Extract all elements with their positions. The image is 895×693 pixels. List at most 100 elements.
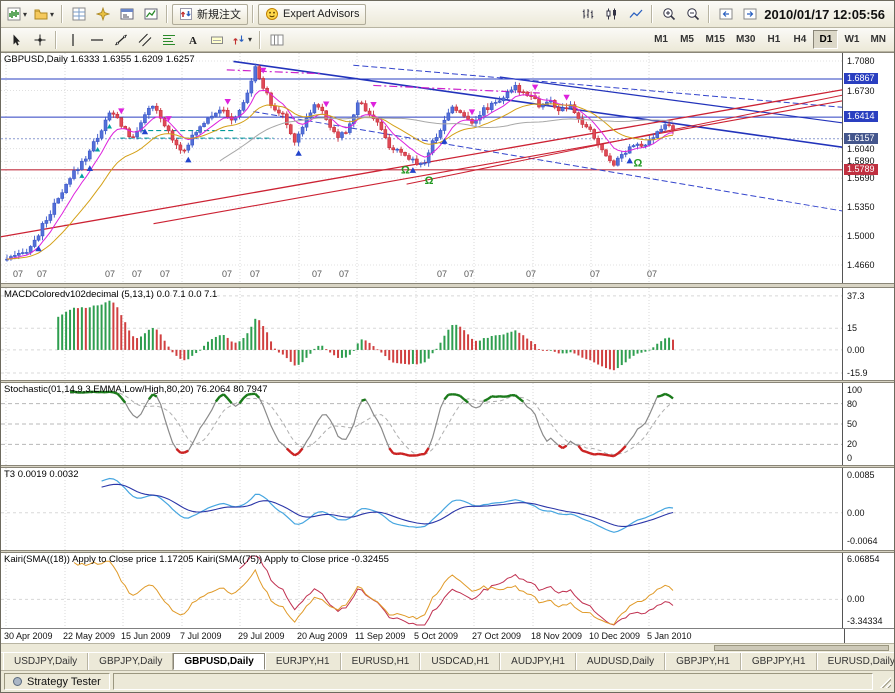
indicator-axis[interactable]: 0.0085 0.00 -0.0064	[842, 468, 894, 550]
chart-tab[interactable]: GBPJPY,Daily	[88, 653, 174, 670]
macd-panel-canvas[interactable]	[1, 288, 844, 380]
kairi-panel[interactable]: 6.06854 0.00 -3.34334 Kairi(SMA((18)) Apply…	[1, 553, 894, 628]
indicator-axis[interactable]: 6.06854 0.00 -3.34334	[842, 553, 894, 628]
chart-tab[interactable]: AUDUSD,Daily	[575, 653, 666, 670]
date-label: 7 Jul 2009	[180, 631, 222, 641]
main-chart-panel[interactable]: Ω Ω Ω 07 07 07 07 07 07 07 07 07 07 07 07 07 07 1.7080 1.6…	[1, 53, 894, 283]
strategy-tester-button[interactable]	[139, 4, 162, 25]
kairi-panel-canvas[interactable]	[1, 553, 844, 628]
back-icon	[719, 8, 733, 20]
price-level-box: 1.6414	[844, 111, 878, 123]
y-axis-label: 1.7080	[847, 56, 875, 66]
y-axis-label: 1.6730	[847, 85, 875, 96]
fibonacci-retracement-button[interactable]	[157, 29, 180, 50]
periods-icon	[270, 34, 284, 45]
t3-panel-canvas[interactable]	[1, 468, 844, 550]
timeframe-d1-button[interactable]: D1	[813, 30, 839, 49]
scrollbar-thumb[interactable]	[714, 645, 889, 651]
chart-tab[interactable]: USDJPY,Daily	[3, 653, 89, 670]
timeframe-m5-button[interactable]: M5	[675, 30, 700, 49]
toolbar-separator	[252, 5, 255, 23]
candles-icon	[606, 8, 616, 20]
new-chart-button[interactable]: ▾	[4, 4, 30, 25]
fibo-icon	[162, 34, 175, 45]
t3-panel[interactable]: 0.0085 0.00 -0.0064 T3 0.0019 0.0032	[1, 468, 894, 550]
chart-tab[interactable]: USDCAD,H1	[420, 653, 501, 670]
trendline-button[interactable]	[109, 29, 132, 50]
resize-grip[interactable]	[878, 675, 891, 688]
indicator-axis[interactable]: 37.3 15 0.00 -15.9	[842, 288, 894, 380]
main-toolbar: ▾ ▾ 新規注文 Expert Advisors 2010/01/17 12:05…	[1, 1, 894, 28]
y-axis-label: 1.5000	[847, 231, 875, 242]
chart-tab[interactable]: AUDJPY,H1	[500, 653, 576, 670]
text-button[interactable]: A	[181, 29, 204, 50]
svg-text:07: 07	[437, 269, 447, 279]
stochastic-panel[interactable]: 100 80 50 20 0 Stochastic(01,14,9,3,EMMA,Low/…	[1, 383, 894, 465]
chart-tab[interactable]: GBPJPY,H1	[740, 653, 817, 670]
status-strategy-tester[interactable]: Strategy Tester	[4, 673, 110, 690]
text-label-button[interactable]	[205, 29, 228, 50]
y-axis-label: 100	[847, 385, 863, 396]
new-order-button[interactable]: 新規注文	[172, 3, 249, 25]
arrows-icon	[233, 35, 244, 44]
svg-text:Ω: Ω	[401, 164, 410, 176]
cursor-button[interactable]	[4, 29, 27, 50]
y-axis-label: 6.06854	[847, 554, 880, 565]
timeframe-toolbar: M1 M5 M15 M30 H1 H4 D1 W1 MN	[649, 30, 891, 49]
zoom-in-button[interactable]	[657, 4, 680, 25]
period-separators-button[interactable]	[265, 29, 288, 50]
market-watch-button[interactable]	[67, 4, 90, 25]
date-label: 10 Dec 2009	[589, 631, 641, 641]
chart-tab[interactable]: GBPJPY,H1	[665, 653, 741, 670]
price-level-box: 1.5789	[844, 163, 878, 175]
chart-tab[interactable]: EURUSD,H1	[340, 653, 421, 670]
scroll-back-button[interactable]	[714, 4, 737, 25]
bars-icon	[582, 9, 593, 19]
bar-chart-button[interactable]	[576, 4, 599, 25]
tester-icon	[144, 8, 158, 20]
navigator-button[interactable]	[91, 4, 114, 25]
equidistant-channel-button[interactable]	[133, 29, 156, 50]
timeframe-h4-button[interactable]: H4	[787, 30, 812, 49]
horizontal-line-button[interactable]	[85, 29, 108, 50]
candlestick-chart-button[interactable]	[600, 4, 623, 25]
timeframe-w1-button[interactable]: W1	[839, 30, 864, 49]
macd-panel[interactable]: 37.3 15 0.00 -15.9 MACDColoredv102decimal (5…	[1, 288, 894, 380]
line-icon	[629, 9, 643, 18]
panel-splitter[interactable]	[1, 465, 894, 468]
zoom-out-button[interactable]	[681, 4, 704, 25]
toolbar-separator	[166, 5, 169, 23]
indicator-axis[interactable]: 100 80 50 20 0	[842, 383, 894, 465]
timeframe-m15-button[interactable]: M15	[701, 30, 730, 49]
stochastic-panel-canvas[interactable]	[1, 383, 844, 465]
timeframe-mn-button[interactable]: MN	[865, 30, 891, 49]
timeframe-m1-button[interactable]: M1	[649, 30, 674, 49]
timeframe-m30-button[interactable]: M30	[731, 30, 760, 49]
panel-splitter[interactable]	[1, 550, 894, 553]
chart-tab[interactable]: EURJPY,H1	[264, 653, 341, 670]
chart-tab[interactable]: EURUSD,Daily	[816, 653, 894, 670]
main-chart-panel-canvas[interactable]: Ω Ω Ω 07 07 07 07 07 07 07 07 07 07 07 07 07 07	[1, 53, 844, 283]
price-level-box: 1.6867	[844, 72, 878, 84]
line-chart-button[interactable]	[624, 4, 647, 25]
caret-down-icon: ▾	[23, 9, 28, 19]
svg-text:Ω: Ω	[634, 157, 643, 169]
price-axis[interactable]: 1.7080 1.6730 1.6040 1.5890 1.5690 1.5350 1.50…	[842, 53, 894, 283]
scroll-forward-button[interactable]	[738, 4, 761, 25]
arrow-tools-button[interactable]: ▾	[229, 29, 255, 50]
vertical-line-button[interactable]	[61, 29, 84, 50]
panel-splitter[interactable]	[1, 283, 894, 288]
chart-tab[interactable]: GBPUSD,Daily	[173, 653, 265, 670]
svg-text:07: 07	[590, 269, 600, 279]
timeframe-h1-button[interactable]: H1	[761, 30, 786, 49]
chart-area[interactable]: Ω Ω Ω 07 07 07 07 07 07 07 07 07 07 07 07 07 07 1.7080 1.6…	[1, 52, 894, 643]
chart-scrollbar[interactable]	[1, 643, 894, 652]
expert-advisors-button[interactable]: Expert Advisors	[258, 3, 367, 25]
status-empty-cell	[112, 673, 873, 690]
profiles-button[interactable]: ▾	[31, 4, 57, 25]
terminal-button[interactable]	[115, 4, 138, 25]
label-icon	[210, 36, 223, 44]
panel-splitter[interactable]	[1, 380, 894, 383]
crosshair-button[interactable]	[28, 29, 51, 50]
